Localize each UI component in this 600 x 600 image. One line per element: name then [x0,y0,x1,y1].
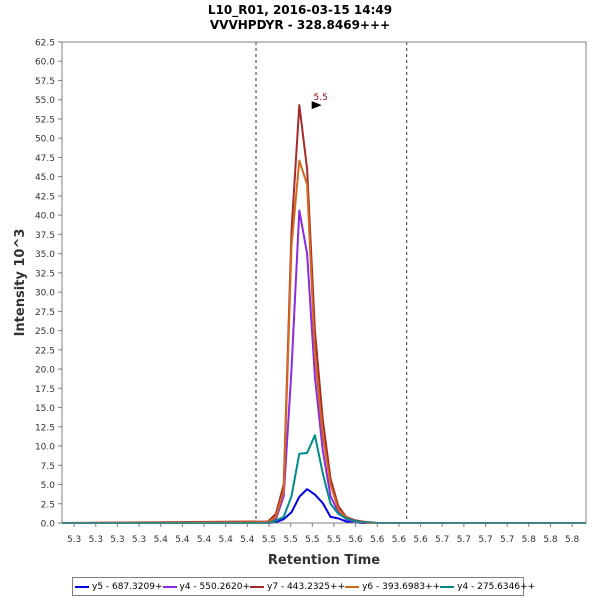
x-tick-label: 5.6 [348,535,363,545]
x-tick-label: 5.7 [478,535,492,545]
y-tick-label: 2.5 [41,500,55,510]
x-tick-label: 5.7 [435,535,449,545]
legend-swatch [75,585,89,588]
legend-swatch [440,585,455,588]
y-tick-label: 37.5 [35,231,55,241]
legend-label: y4 - 275.6346++ [457,581,536,592]
peak-marker-arrow [311,101,322,110]
y-tick-label: 52.5 [35,115,55,125]
x-tick-label: 5.4 [240,535,255,545]
y-tick-label: 15.0 [35,404,55,414]
legend-swatch [345,585,360,588]
chart-legend: y5 - 687.3209+ y4 - 550.2620+ y7 - 443.232… [72,577,535,596]
y-tick-label: 45.0 [35,173,55,183]
y-tick-label: 30.0 [35,289,55,299]
x-tick-label: 5.6 [392,535,407,545]
series-layer [61,104,586,524]
x-tick-label: 5.8 [522,535,537,545]
x-tick-label: 5.7 [457,535,471,545]
x-axis-ticks: 5.3 5.3 5.3 5.3 5.4 5.4 5.4 5.4 5.4 5.5 5.5 5.5 5.5 5… [67,523,580,545]
y-tick-label: 62.5 [35,39,55,49]
legend-label: y7 - 443.2325++ [267,581,346,592]
series-line-4 [61,159,586,524]
y-tick-label: 27.5 [35,308,55,318]
legend-label: y5 - 687.3209+ [92,581,163,592]
y-tick-label: 17.5 [35,385,55,395]
y-tick-label: 25.0 [35,327,55,337]
x-tick-label: 5.8 [543,535,558,545]
x-tick-label: 5.8 [565,535,580,545]
integration-bounds [255,42,408,523]
y-tick-label: 32.5 [35,269,55,279]
series-line-1 [62,488,586,524]
x-tick-label: 5.3 [89,535,103,545]
y-tick-label: 50.0 [35,135,55,145]
legend-item: y5 - 687.3209+ [75,582,163,592]
y-tick-label: 57.5 [35,77,55,87]
y-tick-label: 55.0 [35,96,55,106]
legend-item: y6 - 393.6983++ [345,582,440,592]
y-tick-label: 42.5 [35,192,55,202]
x-tick-label: 5.5 [327,535,341,545]
y-tick-label: 35.0 [35,250,55,260]
chart-title: L10_R01, 2016-03-15 14:49 [207,3,393,17]
legend-item: y4 - 550.2620+ [162,581,251,592]
legend-item: y7 - 443.2325++ [250,582,345,592]
x-tick-label: 5.4 [175,535,190,545]
y-axis-label: Intensity 10^3 [13,229,28,337]
legend-label: y4 - 550.2620+ [179,581,251,592]
x-tick-label: 5.6 [370,535,385,545]
y-tick-label: 60.0 [35,58,55,68]
y-tick-label: 5.0 [41,481,56,491]
y-tick-label: 12.5 [35,423,55,433]
x-tick-label: 5.5 [283,535,297,545]
x-axis-label: Retention Time [268,553,380,568]
legend-swatch [162,585,177,588]
x-tick-label: 5.4 [154,535,169,545]
x-tick-label: 5.3 [132,535,146,545]
x-tick-label: 5.7 [500,535,514,545]
y-tick-label: 40.0 [35,212,55,222]
y-tick-label: 22.5 [35,346,55,356]
y-tick-label: 7.5 [41,462,55,472]
legend-swatch [250,585,265,588]
y-tick-label: 20.0 [35,366,55,376]
y-axis-ticks: 0.0 2.5 5.0 7.5 10.0 12.5 15.0 17.5 20.0 22.5 25.0… [35,39,62,530]
x-tick-label: 5.3 [110,535,124,545]
chart-subtitle: VVVHPDYR - 328.8469+++ [209,18,391,32]
x-tick-label: 5.4 [197,535,212,545]
peak-label: 5.5 [314,93,328,103]
y-tick-label: 10.0 [35,443,55,453]
y-tick-label: 47.5 [35,154,55,164]
x-tick-label: 5.5 [305,535,319,545]
legend-item: y4 - 275.6346++ [440,582,535,592]
x-tick-label: 5.3 [67,535,81,545]
peak-annotation-layer: 5.5 [311,93,328,110]
x-tick-label: 5.4 [219,535,234,545]
x-tick-label: 5.5 [262,535,276,545]
plot-area [61,41,587,524]
x-tick-label: 5.6 [413,535,428,545]
legend-label: y6 - 393.6983++ [362,581,441,592]
y-tick-label: 0.0 [41,520,56,530]
